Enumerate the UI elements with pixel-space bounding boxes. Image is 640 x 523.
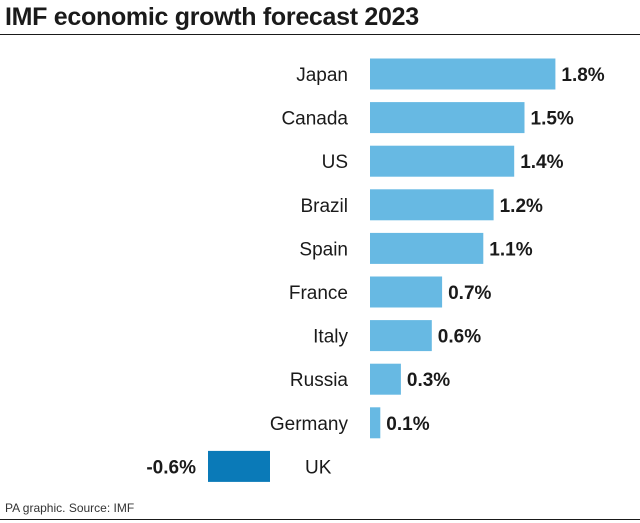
category-label-brazil: Brazil [300, 196, 348, 217]
category-label-uk: UK [305, 457, 332, 478]
value-label-us: 1.4% [520, 152, 563, 173]
value-label-russia: 0.3% [407, 370, 450, 391]
category-label-russia: Russia [290, 370, 349, 391]
bar-japan [370, 58, 556, 90]
value-label-japan: 1.8% [561, 65, 604, 86]
source-note: PA graphic. Source: IMF [5, 501, 135, 515]
category-label-us: US [322, 152, 348, 173]
bar-germany [370, 407, 381, 439]
bar-us [370, 145, 515, 177]
bar-canada [370, 102, 525, 134]
value-label-spain: 1.1% [489, 239, 532, 260]
bar-spain [370, 232, 484, 264]
category-label-france: France [289, 283, 348, 304]
category-label-italy: Italy [313, 327, 348, 348]
bar-france [370, 276, 443, 308]
category-label-germany: Germany [270, 414, 349, 435]
value-label-italy: 0.6% [438, 327, 481, 348]
category-label-japan: Japan [296, 65, 348, 86]
bar-uk [208, 450, 270, 482]
value-label-canada: 1.5% [531, 109, 574, 130]
value-label-brazil: 1.2% [500, 196, 543, 217]
bar-russia [370, 363, 401, 395]
title-divider [0, 34, 640, 35]
bar-brazil [370, 189, 494, 221]
bar-italy [370, 320, 432, 352]
value-label-france: 0.7% [448, 283, 491, 304]
value-label-uk: -0.6% [146, 457, 196, 478]
value-label-germany: 0.1% [386, 414, 429, 435]
chart-title: IMF economic growth forecast 2023 [5, 3, 419, 31]
footer-divider [0, 519, 640, 520]
category-label-spain: Spain [299, 239, 348, 260]
category-label-canada: Canada [281, 109, 348, 130]
